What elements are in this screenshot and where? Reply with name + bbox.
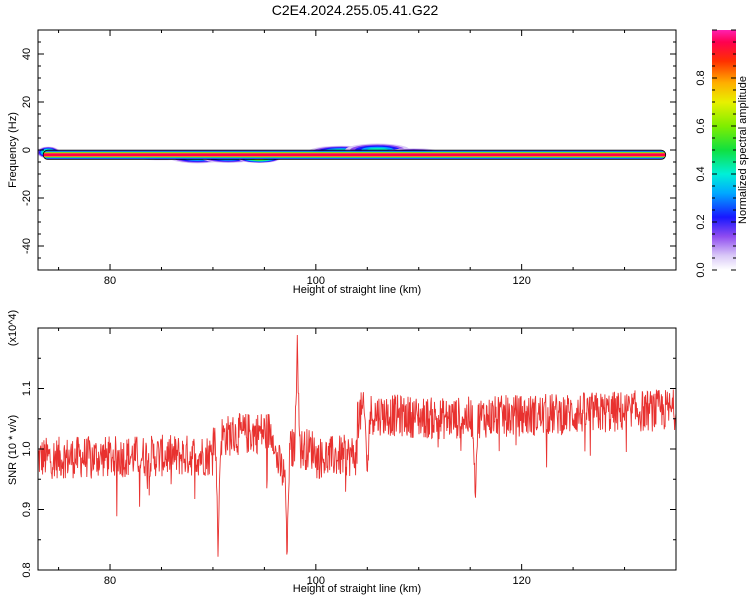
y-tick-label: -20: [21, 190, 33, 206]
snr-y-label: SNR (10 * v/v): [7, 415, 19, 485]
spectrogram-x-label: Height of straight line (km): [293, 284, 421, 296]
spectrogram-ticks: 80 100 120 -40 -20 0 20 40: [21, 29, 677, 287]
colorbar-ticks: 0.0 0.2 0.4 0.6 0.8: [695, 29, 736, 278]
spectrogram-plot-area: [38, 143, 667, 164]
x-tick-label: 120: [512, 275, 530, 287]
spectrogram-y-label: Frequency (Hz): [7, 112, 19, 188]
colorbar-tick-label: 0.2: [695, 214, 707, 229]
x-tick-label: 80: [104, 575, 116, 587]
y-tick-label: 40: [21, 48, 33, 60]
chart-title: C2E4.2024.255.05.41.G22: [272, 2, 439, 18]
x-tick-label: 100: [307, 575, 325, 587]
snr-x-label: Height of straight line (km): [293, 583, 421, 595]
snr-panel: 80 100 120 0.8 0.9 1.0 1.1 Height of straight …: [7, 310, 677, 595]
track-band: [43, 153, 666, 157]
snr-ticks: 80 100 120 0.8 0.9 1.0 1.1: [21, 327, 677, 587]
colorbar-gradient: [712, 30, 736, 270]
y-tick-label: 0.9: [21, 502, 33, 517]
main-track: [42, 149, 667, 160]
snr-y-multiplier: (x10^4): [7, 310, 19, 346]
y-tick-label: 20: [21, 96, 33, 108]
colorbar-label: Normalized spectral amplitude: [737, 76, 749, 224]
track-outline: [42, 149, 667, 160]
snr-series-line: [38, 334, 676, 557]
colorbar: 0.0 0.2 0.4 0.6 0.8 Normalized spectral ampl…: [695, 29, 749, 278]
snr-plot-area: [38, 334, 676, 557]
y-tick-label: 1.0: [21, 441, 33, 456]
colorbar-tick-label: 0.4: [695, 166, 707, 181]
x-tick-label: 100: [307, 275, 325, 287]
spectrogram-panel: 80 100 120 -40 -20 0 20 40 Height of straight l…: [7, 29, 677, 296]
y-tick-label: 1.1: [21, 381, 33, 396]
y-tick-label: 0.8: [21, 562, 33, 577]
colorbar-tick-label: 0.8: [695, 70, 707, 85]
colorbar-tick-label: 0.6: [695, 118, 707, 133]
y-tick-label: 0: [21, 147, 33, 153]
y-tick-label: -40: [21, 238, 33, 254]
x-tick-label: 80: [104, 275, 116, 287]
x-tick-label: 120: [512, 575, 530, 587]
colorbar-tick-label: 0.0: [695, 262, 707, 277]
